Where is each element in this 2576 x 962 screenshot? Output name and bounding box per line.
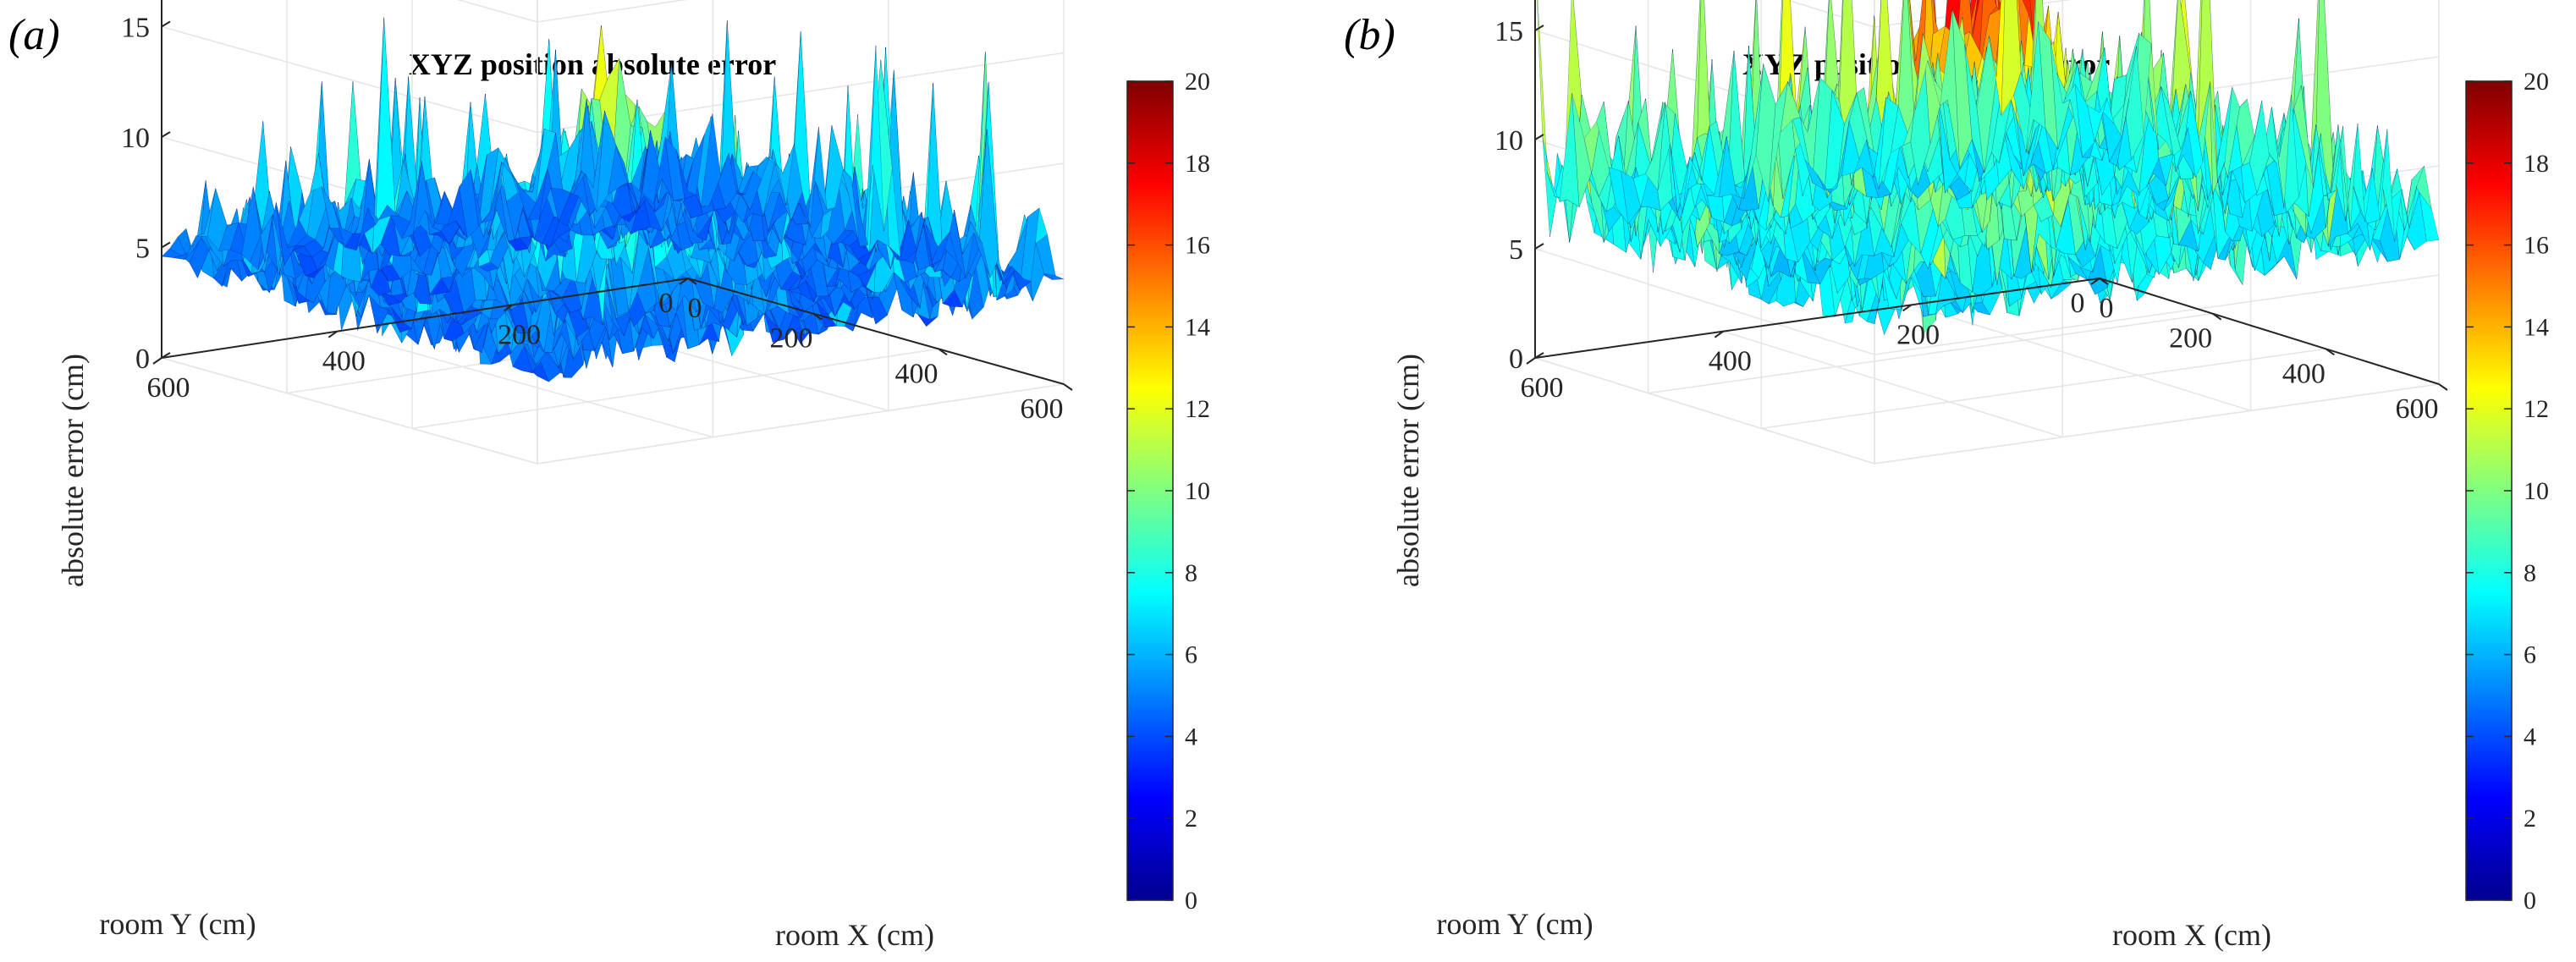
- colorbar-tick-label: 8: [2524, 559, 2536, 587]
- surface-plot-b: [1537, 0, 2440, 335]
- y-tick-label: 400: [2282, 358, 2326, 389]
- colorbar-tick-label: 8: [1185, 559, 1197, 587]
- colorbar-tick-label: 18: [1185, 150, 1210, 178]
- colorbar-tick-label: 14: [2524, 313, 2549, 341]
- panel-b: (b) XYZ position absolute error 02004006…: [1344, 0, 2549, 952]
- x-tick-mark: [152, 357, 162, 365]
- z-axis-label-b: absolute error (cm): [1391, 354, 1425, 587]
- y-axis-label-a: room Y (cm): [99, 907, 256, 941]
- y-tick-label: 0: [2071, 288, 2085, 319]
- colorbar-tick-label: 18: [2524, 150, 2549, 178]
- colorbar-tick-label: 0: [1185, 887, 1197, 915]
- grid-line: [1761, 348, 2326, 430]
- colorbar-tick-label: 6: [1185, 641, 1197, 669]
- x-tick-label: 200: [1896, 319, 1940, 350]
- colorbar-tick-label: 6: [2524, 641, 2536, 669]
- x-axis-line: [1534, 278, 2100, 359]
- colorbar-tick-label: 14: [1185, 313, 1210, 341]
- colorbar-tick-label: 4: [1185, 723, 1197, 750]
- panel-label-b: (b): [1344, 11, 1395, 59]
- colorbar-tick-label: 12: [2524, 395, 2549, 423]
- x-axis-label-a: room X (cm): [775, 918, 934, 952]
- y-tick-mark: [2438, 383, 2448, 391]
- y-tick-label: 600: [2396, 393, 2439, 425]
- z-tick-label: 0: [135, 344, 150, 375]
- z-tick-mark: [161, 241, 171, 249]
- panel-a: (a) XYZ position absolute error 02004006…: [8, 0, 1210, 952]
- y-tick-label: 400: [895, 358, 938, 389]
- z-tick-label: 10: [121, 123, 150, 154]
- x-tick-label: 600: [147, 372, 190, 404]
- grid-line: [337, 330, 713, 438]
- colorbar-tick-label: 10: [1185, 477, 1210, 505]
- x-tick-label: 0: [2100, 293, 2114, 324]
- z-tick-mark: [1534, 134, 1544, 140]
- grid-line: [411, 348, 939, 430]
- x-tick-label: 200: [498, 319, 541, 350]
- z-tick-mark: [161, 20, 171, 28]
- surface-plot-a: [161, 17, 1065, 382]
- z-tick-label: 15: [1494, 16, 1523, 47]
- colorbar-a: 0 2 4 6 8 10 12 14 16 18 20: [1126, 68, 1210, 915]
- colorbar-tick-label: 0: [2524, 887, 2536, 915]
- z-tick-label: 5: [135, 234, 150, 265]
- z-tick-label: 15: [121, 13, 150, 44]
- colorbar-tick-label: 10: [2524, 477, 2549, 505]
- z-tick-label: 10: [1494, 125, 1523, 157]
- y-axis-label-b: room Y (cm): [1436, 907, 1593, 941]
- x-tick-mark: [1526, 357, 1536, 365]
- y-tick-label: 200: [2169, 323, 2212, 355]
- colorbar-b: 0 2 4 6 8 10 12 14 16 18 20: [2465, 68, 2549, 915]
- z-axis-label-a: absolute error (cm): [56, 354, 90, 587]
- x-tick-label: 400: [1709, 346, 1752, 377]
- panel-label-a: (a): [8, 11, 60, 59]
- z-tick-label: 5: [1509, 234, 1523, 266]
- colorbar-tick-label: 20: [2524, 68, 2549, 96]
- y-tick-label: 200: [770, 323, 813, 355]
- grid-line: [161, 357, 1065, 465]
- z-tick-label: 0: [1509, 344, 1523, 375]
- x-tick-label: 600: [1521, 372, 1564, 404]
- colorbar-tick-label: 2: [2524, 805, 2536, 833]
- y-tick-label: 600: [1021, 393, 1064, 425]
- grid-line: [161, 25, 1065, 134]
- chart-title-a: XYZ position absolute error: [409, 47, 776, 81]
- colorbar-tick-label: 20: [1185, 68, 1210, 96]
- colorbar-tick-label: 4: [2524, 723, 2536, 750]
- grid-line: [456, 0, 688, 23]
- y-tick-mark: [1063, 383, 1073, 391]
- colorbar-tick-label: 16: [2524, 232, 2549, 260]
- y-axis-line: [2099, 278, 2440, 385]
- colorbar-tick-label: 16: [1185, 232, 1210, 260]
- x-tick-label: 0: [688, 293, 702, 324]
- x-axis-label-b: room X (cm): [2112, 918, 2271, 952]
- x-tick-label: 400: [322, 346, 366, 377]
- grid-line: [1911, 304, 2251, 412]
- colorbar-tick-label: 2: [1185, 805, 1197, 833]
- grid-line: [1723, 330, 2063, 438]
- z-tick-mark: [1534, 243, 1544, 250]
- z-tick-mark: [161, 131, 171, 138]
- y-tick-label: 0: [659, 288, 674, 319]
- colorbar-tick-label: 12: [1185, 395, 1210, 423]
